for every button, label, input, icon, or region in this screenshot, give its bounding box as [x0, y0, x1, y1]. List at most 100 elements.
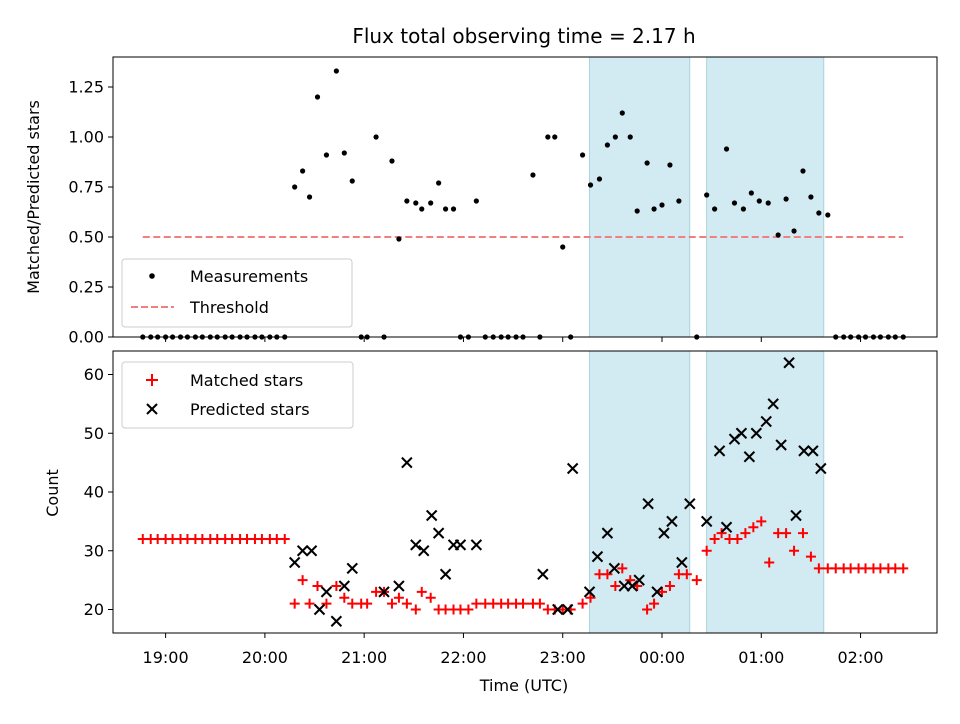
- predicted-marker-b: [720, 521, 733, 533]
- matched-star-point: [297, 575, 308, 586]
- predicted-marker-b: [642, 498, 654, 510]
- measurement-point: [428, 200, 434, 206]
- predicted-star-point: [288, 556, 301, 569]
- measurement-point: [644, 160, 650, 166]
- measurement-point: [306, 194, 313, 200]
- predicted-marker-b: [552, 603, 564, 616]
- predicted-marker-b: [608, 562, 621, 575]
- top-panel-shaded-intervals: [589, 56, 825, 338]
- matched-star-point: [471, 598, 482, 609]
- predicted-marker-b: [807, 445, 819, 457]
- measurement-point: [292, 184, 298, 190]
- legend-threshold-label: Threshold: [189, 298, 269, 317]
- predicted-star-point: [346, 562, 358, 575]
- matched-star-point: [813, 563, 824, 574]
- matched-star-point: [393, 592, 404, 603]
- legend-matched-label: Matched stars: [190, 371, 303, 390]
- matched-star-point: [664, 581, 675, 591]
- predicted-marker-b: [713, 445, 726, 457]
- predicted-star-point: [651, 586, 663, 598]
- matched-star-point: [701, 545, 712, 556]
- matched-star-point: [347, 598, 358, 609]
- bottom-y-tick-label: 50: [84, 424, 104, 443]
- measurement-point: [712, 206, 718, 212]
- matched-star-point: [797, 528, 808, 539]
- bottom-y-tick-label: 40: [84, 483, 104, 502]
- measurement-point: [349, 178, 355, 184]
- measurement-point: [748, 190, 754, 196]
- top-y-tick-label: 0.00: [68, 328, 104, 347]
- legend-measurements-marker: [149, 273, 155, 279]
- x-tick-label: 19:00: [143, 648, 189, 667]
- predicted-marker-b: [676, 556, 688, 569]
- x-tick-label: 01:00: [738, 648, 784, 667]
- measurement-point: [704, 192, 710, 198]
- measurement-point: [560, 244, 566, 250]
- x-tick-label: 20:00: [242, 648, 288, 667]
- top-legend-box: [121, 258, 353, 328]
- bottom-panel-shaded-intervals: [589, 350, 825, 634]
- measurement-point: [419, 206, 425, 212]
- predicted-marker-b: [767, 398, 779, 410]
- predicted-star-point: [393, 580, 405, 592]
- predicted-marker-b: [658, 527, 670, 539]
- bottom-y-tick-label: 20: [84, 600, 104, 619]
- measurement-point: [756, 198, 762, 204]
- matched-star-point: [518, 598, 529, 609]
- measurement-point: [323, 152, 330, 158]
- predicted-star-point: [700, 515, 713, 528]
- measurement-point: [723, 146, 730, 152]
- predicted-marker-b: [798, 445, 810, 457]
- matched-star-point: [312, 581, 323, 591]
- matched-star-point: [649, 598, 660, 609]
- bottom-legend-box: [121, 361, 354, 429]
- measurement-point: [373, 134, 379, 140]
- measurement-point: [634, 208, 640, 214]
- measurement-point: [545, 134, 551, 140]
- x-tick-label: 21:00: [341, 648, 387, 667]
- matched-star-point: [401, 598, 412, 609]
- predicted-marker-b: [591, 550, 604, 563]
- predicted-marker-b: [601, 527, 614, 539]
- matched-star-point: [805, 551, 816, 562]
- predicted-star-point: [418, 545, 430, 557]
- predicted-star-point: [743, 451, 756, 463]
- measurement-point: [300, 168, 306, 174]
- matched-star-point: [463, 604, 474, 615]
- matched-star-point: [602, 569, 613, 580]
- predicted-marker-b: [313, 603, 326, 616]
- measurement-point: [783, 196, 789, 202]
- bottom-y-tick-label: 30: [84, 541, 104, 560]
- predicted-marker-b: [684, 498, 696, 510]
- predicted-marker-b: [743, 451, 756, 463]
- measurement-point: [791, 228, 797, 234]
- predicted-star-point: [432, 527, 445, 539]
- predicted-star-point: [470, 539, 483, 551]
- bottom-panel-legend: Matched stars Predicted stars: [121, 361, 354, 429]
- measurement-point: [389, 158, 395, 164]
- predicted-marker-b: [651, 586, 663, 598]
- predicted-marker-b: [666, 515, 678, 528]
- predicted-star-point: [601, 527, 614, 539]
- matched-star-point: [331, 581, 342, 591]
- top-panel-legend: Measurements Threshold: [121, 258, 353, 328]
- predicted-star-point: [790, 509, 802, 522]
- legend-measurements-label: Measurements: [190, 267, 308, 286]
- predicted-star-point: [735, 427, 748, 439]
- predicted-star-point: [338, 580, 351, 592]
- predicted-star-point: [775, 439, 787, 451]
- predicted-marker-b: [439, 568, 452, 580]
- matched-star-point: [585, 592, 596, 603]
- predicted-marker-b: [583, 586, 596, 598]
- matched-star-point: [691, 575, 702, 586]
- x-tick-label: 00:00: [639, 648, 685, 667]
- predicted-star-point: [720, 521, 733, 533]
- legend-predicted-label: Predicted stars: [190, 400, 310, 419]
- predicted-star-point: [760, 415, 772, 428]
- predicted-marker-b: [783, 357, 795, 369]
- measurement-point: [314, 94, 321, 100]
- bottom-panel-x-ticks: 19:00 20:00 21:00 22:00 23:00 00:00 01:00 02:00: [143, 633, 884, 667]
- predicted-star-point: [713, 445, 726, 457]
- matched-star-point: [756, 516, 767, 527]
